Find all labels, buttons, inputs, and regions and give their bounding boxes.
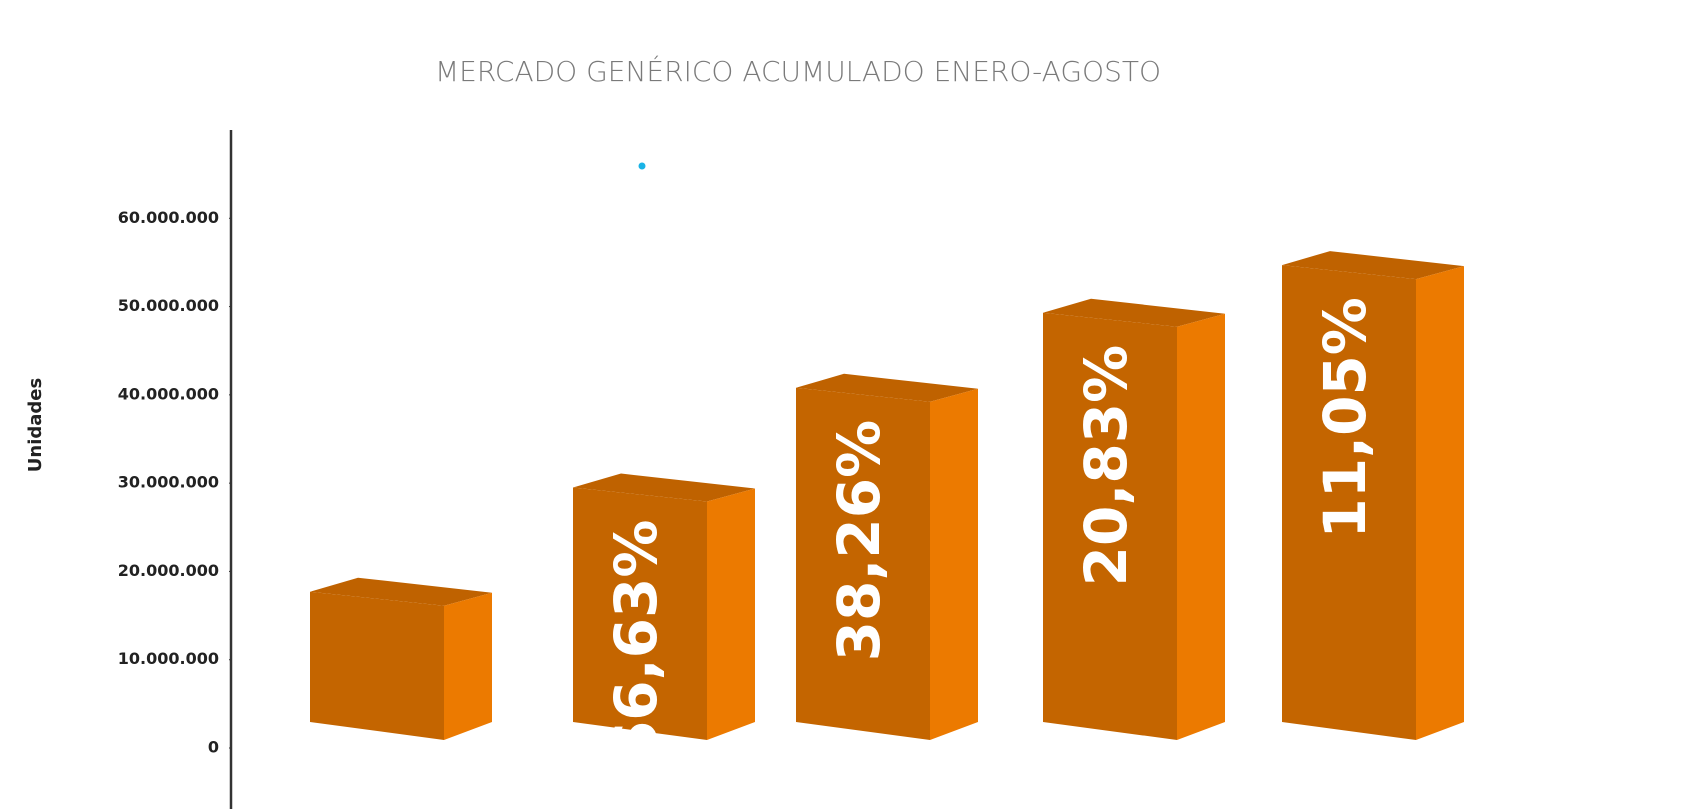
bar [573,487,707,740]
bar-annotation: 38,26% [825,420,893,662]
bar-top [796,373,978,402]
y-tick-label: 20.000.000 [118,561,219,580]
bar-top [310,577,492,606]
chart-title: MERCADO GENÉRICO ACUMULADO ENERO-AGOSTO [435,54,1161,88]
bar-annotation: 66,63% [602,520,670,762]
y-tick-label: 60.000.000 [118,208,219,227]
bar [1043,312,1177,740]
bar-annotation: 20,83% [1072,345,1140,587]
bar [1282,265,1416,740]
y-axis-label: Unidades [25,378,46,472]
bar-annotation: 11,05% [1311,297,1379,539]
y-tick-label: 50.000.000 [118,296,219,315]
dot [638,162,646,170]
y-tick-label: 30.000.000 [118,473,219,492]
bar [310,591,444,740]
bar-top [1282,251,1464,280]
bar-side [1416,266,1464,740]
y-tick-label: 40.000.000 [118,384,219,403]
bar-side [707,488,755,740]
bar-side [1177,313,1225,740]
y-tick-label: 0 [208,738,219,757]
bar-top [573,473,755,502]
bar-top [1043,298,1225,327]
bar-side [444,592,492,740]
bar [796,387,930,740]
y-tick-label: 10.000.000 [118,649,219,668]
bar-side [930,388,978,740]
